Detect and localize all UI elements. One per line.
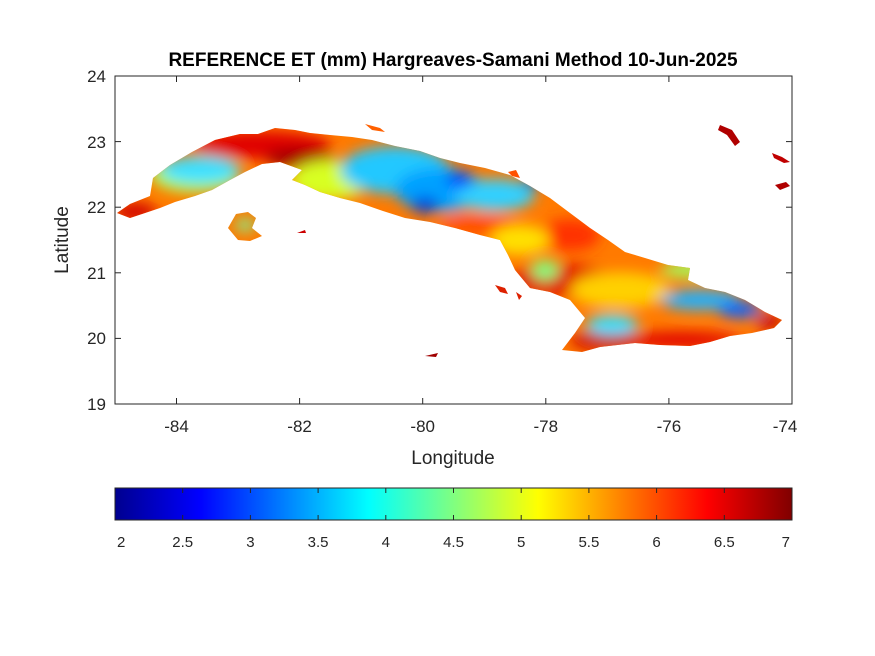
colorbar-tick-label: 5 <box>517 534 525 551</box>
colorbar-tick-label: 7 <box>782 534 790 551</box>
colorbar: 2 2.5 3 3.5 4 4.5 5 5.5 6 6.5 7 <box>114 487 793 551</box>
x-tick-label: -76 <box>657 417 682 436</box>
y-tick-label: 24 <box>87 67 106 86</box>
colorbar-tick-label: 5.5 <box>578 534 599 551</box>
colorbar-tick-label: 2 <box>117 534 125 551</box>
x-tick-label: -84 <box>164 417 189 436</box>
colorbar-tick-label: 6.5 <box>714 534 735 551</box>
colorbar-tick-label: 6 <box>652 534 660 551</box>
y-tick-label: 20 <box>87 329 106 348</box>
y-tick-label: 22 <box>87 198 106 217</box>
chart-title: REFERENCE ET (mm) Hargreaves-Samani Meth… <box>168 50 738 71</box>
colorbar-tick-label: 3 <box>246 534 254 551</box>
map-axes <box>114 75 793 405</box>
y-axis-label: Latitude <box>52 206 73 274</box>
colorbar-tick-label: 4 <box>382 534 390 551</box>
y-tick-label: 21 <box>87 264 106 283</box>
offshore-keys <box>297 124 790 357</box>
x-tick-label: -74 <box>773 417 798 436</box>
x-tick-label: -80 <box>410 417 435 436</box>
x-tick-label: -78 <box>534 417 559 436</box>
x-axis: -84 -82 -80 -78 -76 -74 Longitude <box>164 76 797 469</box>
colorbar-tick-label: 2.5 <box>172 534 193 551</box>
y-axis: 19 20 21 22 23 24 Latitude <box>52 67 792 414</box>
y-tick-label: 23 <box>87 133 106 152</box>
x-tick-label: -82 <box>287 417 312 436</box>
x-axis-label: Longitude <box>411 448 494 469</box>
colorbar-tick-label: 3.5 <box>308 534 329 551</box>
y-tick-label: 19 <box>87 395 106 414</box>
colorbar-tick-label: 4.5 <box>443 534 464 551</box>
